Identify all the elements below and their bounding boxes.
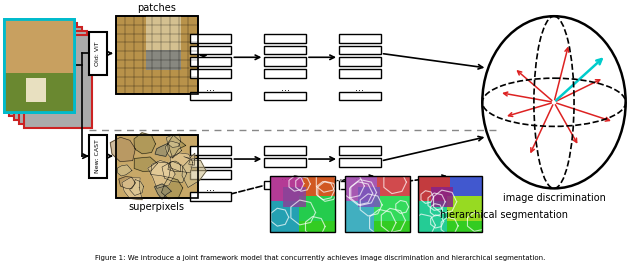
Bar bbox=[345, 176, 410, 232]
Bar bbox=[417, 201, 447, 232]
Bar bbox=[374, 195, 410, 221]
Bar bbox=[377, 176, 410, 195]
Bar bbox=[189, 170, 232, 178]
Text: ...: ... bbox=[206, 184, 215, 194]
Bar bbox=[339, 181, 381, 189]
Bar bbox=[10, 23, 77, 116]
Text: hierarchical segmentation: hierarchical segmentation bbox=[440, 210, 568, 220]
Polygon shape bbox=[134, 157, 157, 171]
Bar bbox=[270, 176, 335, 232]
Bar bbox=[146, 50, 180, 70]
Bar bbox=[189, 34, 232, 43]
Bar bbox=[146, 16, 180, 50]
Bar bbox=[270, 201, 300, 232]
Bar bbox=[264, 57, 306, 66]
Bar bbox=[264, 92, 306, 100]
Bar bbox=[4, 19, 74, 112]
Text: ...: ... bbox=[355, 172, 364, 182]
Bar bbox=[345, 201, 374, 232]
Bar bbox=[270, 176, 303, 201]
Bar bbox=[450, 176, 483, 195]
Bar bbox=[189, 46, 232, 54]
Bar bbox=[189, 146, 232, 155]
Bar bbox=[345, 176, 410, 232]
Polygon shape bbox=[119, 177, 136, 189]
Text: superpixels: superpixels bbox=[129, 202, 185, 212]
Bar bbox=[4, 73, 74, 112]
Polygon shape bbox=[110, 137, 135, 161]
Bar bbox=[264, 158, 306, 167]
Text: ...: ... bbox=[281, 83, 290, 93]
Bar bbox=[417, 176, 450, 201]
Bar bbox=[189, 69, 232, 78]
Polygon shape bbox=[154, 184, 172, 199]
Bar bbox=[339, 46, 381, 54]
Bar bbox=[339, 57, 381, 66]
Bar bbox=[270, 176, 335, 232]
Polygon shape bbox=[162, 161, 187, 183]
Bar bbox=[26, 78, 46, 102]
Polygon shape bbox=[170, 153, 193, 173]
Bar bbox=[189, 57, 232, 66]
Bar bbox=[264, 181, 306, 189]
Bar bbox=[4, 19, 74, 112]
Bar bbox=[264, 146, 306, 155]
Bar bbox=[264, 46, 306, 54]
Text: patches: patches bbox=[137, 3, 176, 13]
Bar bbox=[339, 69, 381, 78]
Bar bbox=[339, 158, 381, 167]
Bar bbox=[300, 195, 335, 221]
Bar bbox=[339, 146, 381, 155]
Polygon shape bbox=[155, 144, 168, 156]
Bar bbox=[264, 69, 306, 78]
Bar bbox=[116, 134, 198, 198]
Polygon shape bbox=[150, 160, 170, 177]
Polygon shape bbox=[168, 135, 186, 158]
Bar bbox=[345, 176, 377, 201]
Bar bbox=[14, 27, 82, 120]
Bar bbox=[264, 34, 306, 43]
Bar bbox=[116, 134, 198, 198]
Bar bbox=[116, 16, 198, 94]
Bar bbox=[339, 34, 381, 43]
Bar bbox=[417, 176, 483, 232]
Bar bbox=[24, 35, 92, 128]
Polygon shape bbox=[129, 180, 143, 195]
Bar bbox=[4, 19, 74, 73]
Polygon shape bbox=[117, 165, 132, 176]
Text: image discrimination: image discrimination bbox=[502, 193, 605, 203]
Bar bbox=[19, 31, 87, 124]
Text: ...: ... bbox=[355, 83, 364, 93]
Text: Old: ViT: Old: ViT bbox=[95, 41, 100, 66]
Bar bbox=[189, 158, 232, 167]
Text: New: CAST: New: CAST bbox=[95, 139, 100, 173]
Polygon shape bbox=[166, 134, 180, 147]
Bar bbox=[358, 187, 381, 207]
Bar bbox=[303, 176, 335, 195]
Bar bbox=[189, 92, 232, 100]
Polygon shape bbox=[165, 141, 182, 158]
Bar bbox=[283, 187, 306, 207]
Bar bbox=[89, 134, 107, 178]
Polygon shape bbox=[148, 162, 175, 188]
Bar bbox=[339, 92, 381, 100]
Bar bbox=[431, 187, 453, 207]
Polygon shape bbox=[134, 133, 156, 154]
Bar bbox=[116, 16, 198, 94]
Bar bbox=[89, 32, 107, 75]
Text: ...: ... bbox=[281, 172, 290, 182]
Text: ...: ... bbox=[206, 83, 215, 93]
Bar bbox=[447, 195, 483, 221]
Bar bbox=[417, 176, 483, 232]
Polygon shape bbox=[161, 177, 183, 199]
Bar bbox=[189, 192, 232, 201]
Text: Figure 1: We introduce a joint framework model that concurrently achieves image : Figure 1: We introduce a joint framework… bbox=[95, 255, 545, 261]
Polygon shape bbox=[168, 161, 181, 171]
Polygon shape bbox=[122, 178, 142, 200]
Polygon shape bbox=[182, 160, 206, 188]
Polygon shape bbox=[184, 153, 195, 165]
